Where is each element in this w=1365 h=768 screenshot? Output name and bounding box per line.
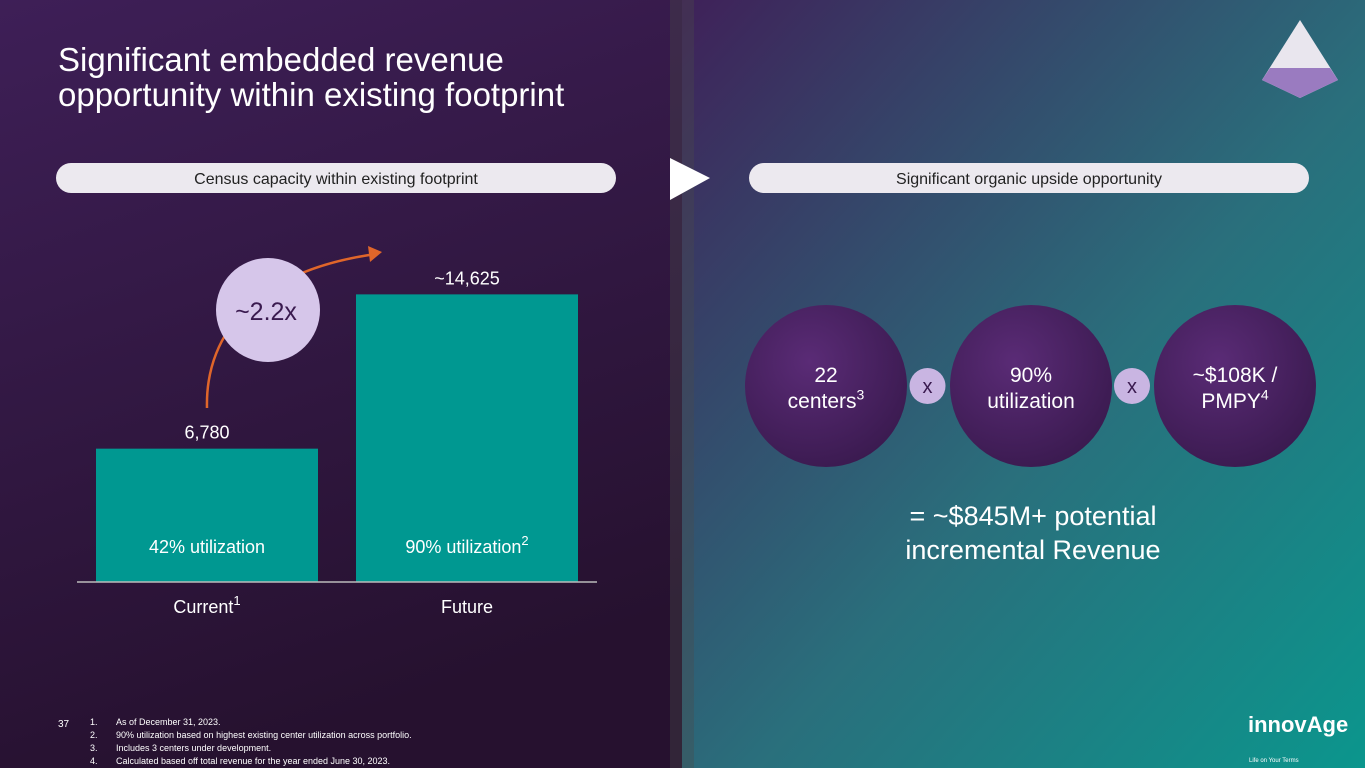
factor-circle — [1154, 305, 1316, 467]
factor-text: 90% — [1010, 364, 1052, 387]
logo-name: innovAge — [1248, 712, 1348, 737]
section-header-text: Significant organic upside opportunity — [896, 171, 1162, 188]
factor-text: ~$108K / — [1193, 364, 1278, 387]
footnote-text: As of December 31, 2023. — [116, 717, 221, 727]
factor-circle — [745, 305, 907, 467]
footnote-number: 2. — [90, 730, 98, 740]
title: opportunity within existing footprint — [58, 76, 564, 113]
x-tick-label-text: Current — [173, 597, 233, 617]
operator: x — [1127, 376, 1137, 398]
result: = ~$845M+ potential — [910, 501, 1157, 531]
bar-label: 90% utilization2 — [405, 533, 528, 557]
factor-line: 22 — [814, 364, 837, 387]
section-header-text: Census capacity within existing footprin… — [194, 171, 478, 188]
footnote-text: Includes 3 centers under development. — [116, 743, 271, 753]
arrow — [670, 158, 710, 200]
section-header — [749, 163, 1309, 193]
logo-pyramid — [1262, 68, 1338, 98]
footnote-mark: 3 — [857, 387, 865, 403]
factor-text: utilization — [987, 390, 1075, 413]
footnote-mark: 4 — [1261, 387, 1269, 403]
footnote-number: 1. — [90, 717, 98, 727]
result: incremental Revenue — [905, 535, 1160, 565]
factor-line: ~$108K / — [1193, 364, 1278, 387]
footnote-mark: 1 — [233, 593, 240, 608]
factor-text: centers3 — [788, 387, 865, 413]
footnote-mark: 2 — [521, 533, 528, 548]
x-tick-label-text: Future — [441, 597, 493, 617]
factor-line: centers — [788, 390, 857, 413]
page-number: 37 — [58, 719, 70, 730]
footnotes: 1. As of December 31, 2023. 2. 90% utilizat… — [90, 717, 412, 766]
footnote-number: 3. — [90, 743, 98, 753]
factor-circle — [950, 305, 1112, 467]
bar — [356, 294, 578, 582]
multiplier-bubble — [216, 258, 320, 362]
bar-label: 42% utilization — [149, 537, 265, 557]
divider — [670, 0, 694, 768]
bar-label-text: 90% utilization — [405, 537, 521, 557]
operator-bubble — [1114, 368, 1150, 404]
factor-line: 90% — [1010, 364, 1052, 387]
bar — [96, 448, 318, 582]
title: Significant embedded revenue — [58, 41, 504, 78]
logo-tagline: Life on Your Terms — [1249, 758, 1299, 764]
factor-text: 22 — [814, 364, 837, 387]
left-panel — [0, 0, 682, 768]
value-label: 6,780 — [184, 423, 229, 443]
growth-arrowhead — [368, 246, 382, 262]
factor-text: PMPY4 — [1201, 387, 1269, 413]
x-tick-label: Current1 — [173, 593, 240, 617]
footnote-text: Calculated based off total revenue for t… — [116, 756, 390, 766]
bar-label-text: 42% utilization — [149, 537, 265, 557]
x-tick-label: Future — [441, 597, 493, 617]
chart: 6,780 42% utilization Current1 ~14,625 90% u… — [77, 246, 597, 617]
factor-line: utilization — [987, 390, 1075, 413]
section-header — [56, 163, 616, 193]
multiplier: ~2.2x — [235, 298, 297, 326]
factor-line: PMPY — [1201, 390, 1261, 413]
footnote-number: 4. — [90, 756, 98, 766]
operator-bubble — [909, 368, 946, 404]
footnote-text: 90% utilization based on highest existin… — [116, 730, 412, 740]
operator: x — [923, 376, 933, 398]
value-label: ~14,625 — [434, 268, 500, 288]
